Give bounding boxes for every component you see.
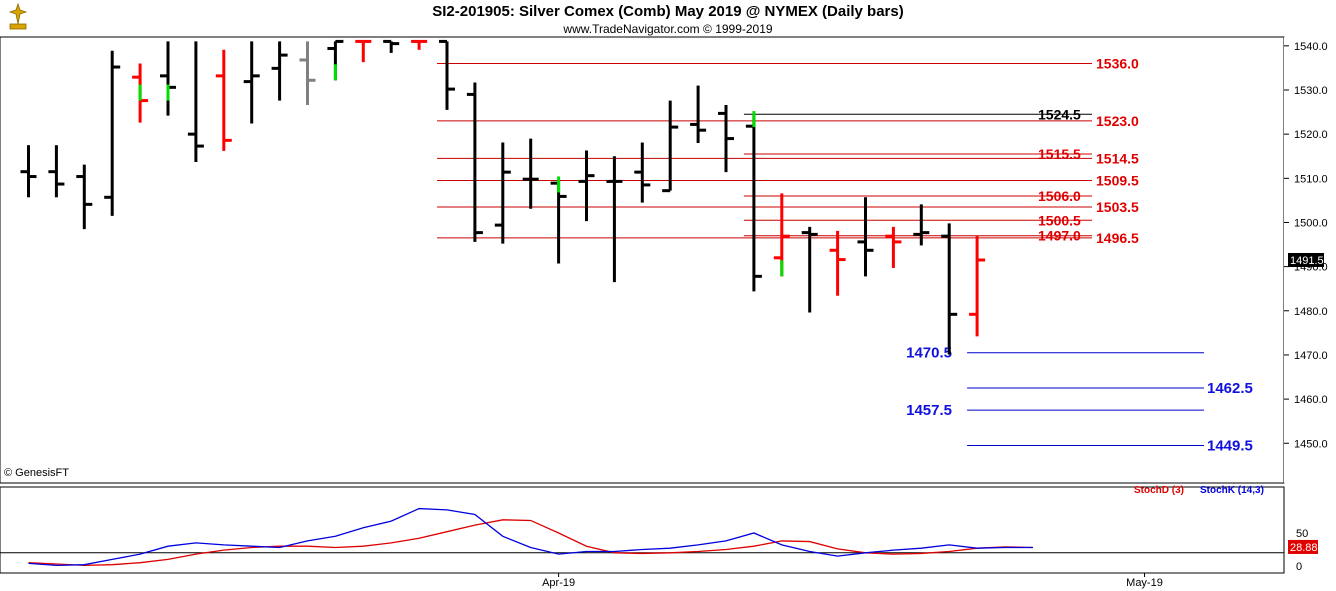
stoch-y-tick-label: 0 <box>1296 561 1302 573</box>
level-label: 1506.0 <box>1038 188 1081 204</box>
y-tick-label: 1480.0 <box>1294 306 1328 318</box>
x-tick-label: Apr-19 <box>542 577 575 589</box>
price-bar <box>550 176 567 264</box>
last-price-label: 1491.5 <box>1290 255 1324 267</box>
price-bar <box>634 142 651 203</box>
level-label: 1524.5 <box>1038 106 1081 122</box>
level-label: 1470.5 <box>906 345 952 362</box>
price-bar <box>20 145 37 198</box>
price-bar <box>327 39 344 81</box>
price-bar <box>355 39 372 63</box>
trade-navigator-logo-icon <box>4 2 32 32</box>
price-bar <box>411 39 428 50</box>
level-label: 1514.5 <box>1096 150 1139 166</box>
y-tick-label: 1500.0 <box>1294 217 1328 229</box>
y-tick-label: 1530.0 <box>1294 85 1328 97</box>
price-bar <box>160 41 176 116</box>
price-bar <box>48 145 65 198</box>
price-bar <box>801 226 818 313</box>
price-bar <box>969 236 986 337</box>
stochastic-panel <box>0 486 1285 574</box>
level-label: 1536.0 <box>1096 55 1139 71</box>
x-tick-label: May-19 <box>1126 577 1163 589</box>
price-bar <box>857 197 874 277</box>
price-bar <box>718 105 734 173</box>
price-bar <box>745 111 762 292</box>
level-label: 1496.5 <box>1096 230 1139 246</box>
level-label: 1500.5 <box>1038 212 1081 228</box>
price-bar <box>215 49 232 151</box>
price-bar <box>299 41 316 106</box>
stoch-y-tick-label: 50 <box>1296 528 1308 540</box>
level-label: 1462.5 <box>1207 380 1253 397</box>
price-bar <box>578 150 595 222</box>
y-tick-label: 1460.0 <box>1294 394 1328 406</box>
stoch-last-marker <box>1288 539 1318 554</box>
stoch-last-label: 28.88 <box>1290 542 1318 554</box>
price-bar <box>439 39 455 110</box>
price-bar <box>76 164 93 230</box>
price-bar <box>773 193 790 277</box>
price-bar <box>690 85 707 143</box>
level-label: 1503.5 <box>1096 199 1139 215</box>
watermark: © GenesisFT <box>4 467 69 479</box>
stoch-legend-d: StochD (3) <box>1134 485 1184 496</box>
y-tick-label: 1470.0 <box>1294 350 1328 362</box>
stoch-line <box>28 507 1033 566</box>
price-bar <box>132 63 149 123</box>
price-bar <box>885 226 902 268</box>
level-label: 1497.0 <box>1038 228 1081 244</box>
price-bar <box>522 138 539 209</box>
price-bar <box>941 223 958 355</box>
price-bar <box>187 41 204 162</box>
level-label: 1509.5 <box>1096 173 1139 189</box>
price-bar <box>271 41 288 101</box>
price-bar <box>494 142 511 244</box>
price-bar <box>829 230 846 296</box>
price-bar <box>466 82 483 242</box>
price-bar <box>913 204 930 246</box>
price-bar <box>606 156 623 283</box>
chart-title: SI2-201905: Silver Comex (Comb) May 2019… <box>432 3 904 20</box>
level-label: 1449.5 <box>1207 437 1253 454</box>
y-tick-label: 1540.0 <box>1294 41 1328 53</box>
price-bar <box>662 100 679 193</box>
y-tick-label: 1450.0 <box>1294 438 1328 450</box>
level-label: 1523.0 <box>1096 113 1139 129</box>
last-price-marker <box>1288 253 1324 267</box>
chart-subtitle: www.TradeNavigator.com © 1999-2019 <box>563 22 773 36</box>
price-bar <box>104 50 121 216</box>
level-label: 1515.5 <box>1038 146 1081 162</box>
stoch-legend-k: StochK (14,3) <box>1200 485 1264 496</box>
y-tick-label: 1510.0 <box>1294 173 1328 185</box>
level-label: 1457.5 <box>906 402 952 419</box>
price-bar <box>383 39 400 53</box>
price-bar <box>243 41 260 124</box>
y-tick-label: 1520.0 <box>1294 129 1328 141</box>
price-panel <box>0 36 1285 484</box>
